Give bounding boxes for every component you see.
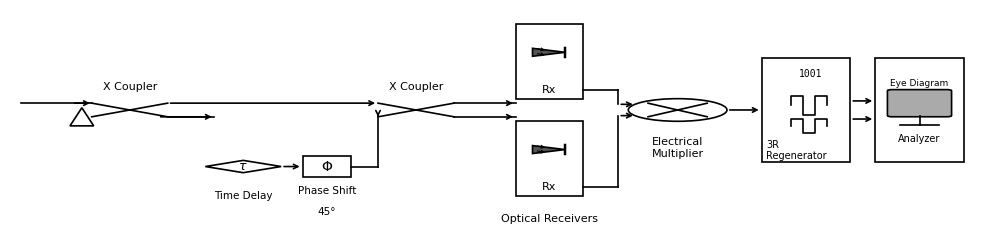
FancyBboxPatch shape <box>887 90 951 117</box>
FancyBboxPatch shape <box>875 58 964 162</box>
Text: 45°: 45° <box>318 207 337 217</box>
Text: Phase Shift: Phase Shift <box>298 186 356 196</box>
FancyBboxPatch shape <box>761 58 850 162</box>
Text: Analyzer: Analyzer <box>898 134 940 144</box>
Polygon shape <box>533 146 565 154</box>
Text: X Coupler: X Coupler <box>389 82 444 92</box>
Text: 1001: 1001 <box>799 69 823 79</box>
Text: $\tau$: $\tau$ <box>239 160 248 173</box>
FancyBboxPatch shape <box>516 121 583 196</box>
FancyBboxPatch shape <box>516 24 583 99</box>
Text: Rx: Rx <box>543 85 556 95</box>
Text: Optical Receivers: Optical Receivers <box>501 214 598 224</box>
Text: $\Phi$: $\Phi$ <box>321 160 334 174</box>
Text: Electrical
Multiplier: Electrical Multiplier <box>651 137 704 159</box>
Text: Time Delay: Time Delay <box>214 191 272 201</box>
Polygon shape <box>533 48 565 56</box>
Text: Eye Diagram: Eye Diagram <box>890 79 948 88</box>
FancyBboxPatch shape <box>304 156 350 177</box>
Text: 3R
Regenerator: 3R Regenerator <box>766 140 827 161</box>
Text: Rx: Rx <box>543 182 556 192</box>
Text: X Coupler: X Coupler <box>103 82 157 92</box>
